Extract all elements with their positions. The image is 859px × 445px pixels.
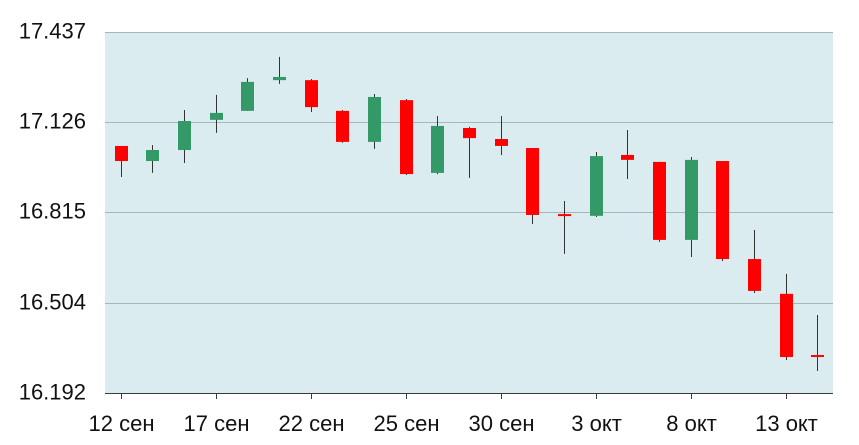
candle-body-down [115,145,128,162]
candle-body-down [400,100,413,175]
candle [400,98,413,175]
candle [495,116,508,155]
candle [526,147,539,224]
candle [590,152,603,217]
candle [210,94,223,133]
candle [463,126,476,178]
candle [780,273,793,360]
candle [685,156,698,258]
candle [368,94,381,149]
candle [241,78,254,111]
x-tick-label: 3 окт [571,411,622,436]
candle-body-up [590,156,603,216]
candle-body-up [210,112,223,120]
candle-body-up [178,121,191,151]
x-tick-label: 30 сен [469,411,535,436]
candle [115,145,128,177]
x-tick-label: 8 окт [666,411,717,436]
candle-body-down [336,110,349,142]
candle [748,230,761,293]
candle-body-up [241,81,254,111]
candle-body-down [811,355,824,358]
candle-body-down [653,161,666,240]
candle [653,161,666,242]
candle-body-up [685,159,698,240]
x-axis: 12 сен 17 сен 22 сен 25 сен 30 сен 3 окт 8 окт… [89,393,833,436]
candle [811,315,824,371]
candle-body-up [273,76,286,81]
candle [621,130,634,180]
candle [716,161,729,262]
candle-body-down [495,138,508,146]
y-tick-label: 16.192 [19,379,86,404]
y-tick-label: 16.815 [19,198,86,223]
candle-body-up [368,96,381,142]
y-axis: 17.437 17.126 16.815 16.504 16.192 [19,18,86,404]
gridlines [105,32,833,394]
candle-body-down [526,147,539,215]
candle-body-down [558,214,571,217]
candle-body-up [431,125,444,173]
x-tick-label: 25 сен [374,411,440,436]
candle-body-down [621,154,634,160]
candles [115,56,824,371]
x-tick-label: 17 сен [184,411,250,436]
y-tick-label: 16.504 [19,289,86,314]
candle-body-down [463,127,476,139]
candle-body-down [780,293,793,358]
candle [178,109,191,164]
candle-body-up [146,150,159,162]
candle [273,56,286,84]
candle-body-down [716,161,729,260]
candle-body-down [305,80,318,108]
candle [431,116,444,175]
candle [146,145,159,173]
x-tick-label: 13 окт [755,411,818,436]
y-tick-label: 17.437 [19,18,86,43]
x-tick-label: 12 сен [89,411,155,436]
candle-body-down [748,259,761,291]
y-tick-label: 17.126 [19,108,86,133]
x-tick-label: 22 сен [279,411,345,436]
candle [558,201,571,254]
candle [305,78,318,113]
candle [336,109,349,143]
